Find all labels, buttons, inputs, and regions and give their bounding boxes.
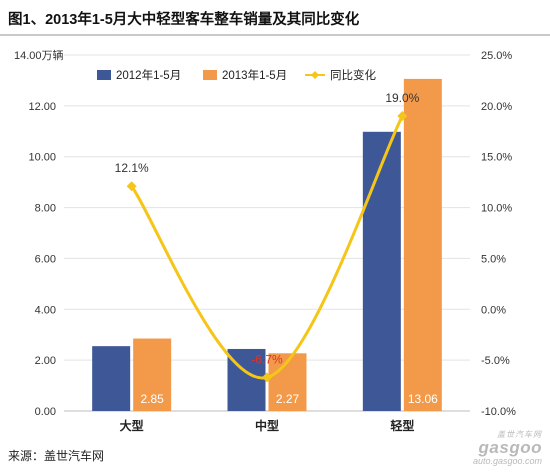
right-tick-label: 20.0% bbox=[481, 101, 512, 113]
left-tick-label: 6.00 bbox=[35, 253, 56, 265]
left-tick-label: 10.00 bbox=[28, 152, 56, 164]
bar-value-label: 2.27 bbox=[276, 392, 300, 406]
title-divider bbox=[0, 34, 550, 36]
source-note: 来源：盖世汽车网 bbox=[8, 449, 105, 463]
bar-value-label: 13.06 bbox=[408, 392, 438, 406]
left-tick-label: 8.00 bbox=[35, 203, 56, 215]
right-tick-label: -5.0% bbox=[481, 355, 510, 367]
category-label: 大型 bbox=[120, 418, 144, 433]
right-tick-label: 25.0% bbox=[481, 50, 512, 62]
right-tick-label: 15.0% bbox=[481, 152, 512, 164]
yoy-value-label: -6.7% bbox=[251, 352, 283, 366]
yoy-line: 12.1% -6.7% 19.0% bbox=[115, 91, 420, 383]
right-tick-label: 5.0% bbox=[481, 253, 506, 265]
right-axis: -10.0% -5.0% 0.0% 5.0% 10.0% 15.0% 20.0% 25.0% bbox=[481, 50, 516, 418]
grid-lines bbox=[64, 54, 470, 412]
bar-value-label: 2.85 bbox=[140, 392, 164, 406]
legend-swatch bbox=[97, 70, 111, 80]
bar-2013 bbox=[133, 338, 172, 411]
legend-label: 2013年1-5月 bbox=[222, 68, 287, 82]
yoy-value-label: 12.1% bbox=[115, 161, 149, 175]
right-tick-label: 10.0% bbox=[481, 203, 512, 215]
left-tick-label: 0.00 bbox=[35, 406, 56, 418]
bar-2012 bbox=[362, 131, 401, 411]
chart-title: 图1、2013年1-5月大中轻型客车整车销量及其同比变化 bbox=[8, 12, 360, 28]
bar-2012 bbox=[92, 346, 131, 411]
yoy-point bbox=[262, 372, 272, 383]
right-tick-label: 0.0% bbox=[481, 304, 506, 316]
category-labels: 大型 中型 轻型 bbox=[120, 418, 415, 433]
category-label: 中型 bbox=[255, 418, 279, 433]
left-tick-label: 2.00 bbox=[35, 355, 56, 367]
watermark-logo: 盖世汽车网 gasgoo auto.gasgoo.com bbox=[472, 430, 542, 466]
left-tick-label: 4.00 bbox=[35, 304, 56, 316]
bars: 2.85 2.27 13.06 bbox=[92, 78, 442, 411]
legend-label: 2012年1-5月 bbox=[116, 68, 181, 82]
left-tick-label: 12.00 bbox=[28, 101, 56, 113]
legend-label: 同比变化 bbox=[330, 68, 376, 82]
category-label: 轻型 bbox=[390, 418, 414, 433]
left-axis: 0.00 2.00 4.00 6.00 8.00 10.00 12.00 14.00万辆 bbox=[14, 48, 64, 418]
left-tick-label: 14.00万辆 bbox=[14, 48, 64, 62]
legend-marker bbox=[311, 71, 319, 79]
bar-2013 bbox=[403, 78, 442, 411]
yoy-point bbox=[126, 181, 137, 192]
yoy-value-label: 19.0% bbox=[385, 91, 419, 105]
yoy-line-path bbox=[130, 115, 404, 380]
sales-chart: 0.00 2.00 4.00 6.00 8.00 10.00 12.00 14.00万辆 -1… bbox=[14, 48, 516, 433]
legend: 2012年1-5月 2013年1-5月 同比变化 bbox=[97, 68, 376, 82]
legend-swatch bbox=[203, 70, 217, 80]
yoy-point bbox=[397, 111, 408, 122]
right-tick-label: -10.0% bbox=[481, 406, 516, 418]
